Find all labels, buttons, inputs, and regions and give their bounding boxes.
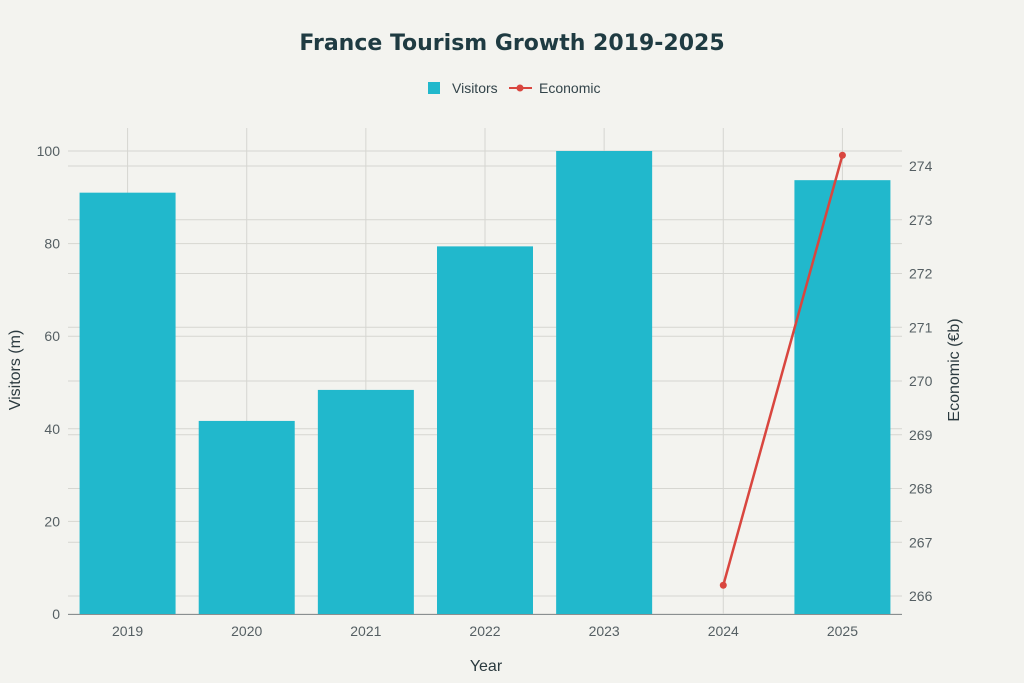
x-tick-label: 2025 <box>827 623 858 639</box>
y2-tick-label: 266 <box>909 588 933 604</box>
y-tick-label: 40 <box>44 421 60 437</box>
x-tick-label: 2021 <box>350 623 381 639</box>
point-economic-2025 <box>838 151 846 159</box>
bar-visitors-2019 <box>79 192 176 615</box>
y-tick-label: 80 <box>44 236 60 252</box>
y-axis-ticks: 0 20 40 60 80 100 <box>37 143 61 622</box>
bars <box>79 151 891 615</box>
bar-visitors-2021 <box>317 389 414 614</box>
x-axis-title: Year <box>470 658 503 675</box>
point-economic-2024 <box>719 581 727 589</box>
bar-visitors-2023 <box>556 151 653 614</box>
legend-label-economic: Economic <box>539 80 600 96</box>
x-tick-label: 2019 <box>112 623 143 639</box>
y-axis-title: Visitors (m) <box>7 330 24 411</box>
y-tick-label: 20 <box>44 513 60 529</box>
bar-visitors-2020 <box>198 420 295 614</box>
y-tick-label: 60 <box>44 328 60 344</box>
legend-swatch-visitors <box>428 82 440 94</box>
legend-swatch-economic-marker <box>516 84 524 92</box>
x-tick-label: 2022 <box>469 623 500 639</box>
bar-visitors-2022 <box>437 246 533 615</box>
bar-visitors-2025 <box>794 180 891 614</box>
y-tick-label: 100 <box>37 143 61 159</box>
y2-tick-label: 268 <box>909 481 933 497</box>
x-tick-label: 2023 <box>589 623 620 639</box>
chart-title: France Tourism Growth 2019-2025 <box>299 31 724 56</box>
legend: Visitors Economic <box>428 80 600 96</box>
economic-line-series <box>719 151 846 589</box>
y2-axis-title: Economic (€b) <box>946 318 963 421</box>
y2-tick-label: 267 <box>909 534 933 550</box>
y2-tick-label: 269 <box>909 427 933 443</box>
legend-label-visitors: Visitors <box>452 80 498 96</box>
y2-tick-label: 271 <box>909 319 933 335</box>
x-tick-label: 2024 <box>708 623 739 639</box>
line-economic <box>722 154 844 586</box>
y2-tick-label: 274 <box>909 158 933 174</box>
x-tick-label: 2020 <box>231 623 262 639</box>
y2-tick-label: 270 <box>909 373 933 389</box>
x-axis-ticks: 2019 2020 2021 2022 2023 2024 2025 <box>112 623 858 639</box>
y2-tick-label: 272 <box>909 266 933 282</box>
y2-tick-label: 273 <box>909 212 933 228</box>
y-tick-label: 0 <box>52 606 60 622</box>
y2-axis-ticks: 266 267 268 269 270 271 272 273 274 <box>909 158 933 604</box>
